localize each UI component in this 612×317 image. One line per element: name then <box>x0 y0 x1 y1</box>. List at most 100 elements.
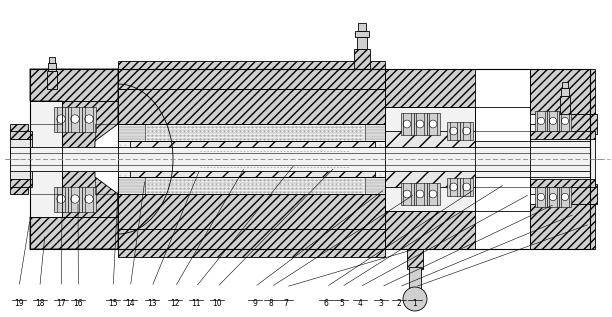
Text: 16: 16 <box>73 299 83 308</box>
Bar <box>400 113 414 135</box>
Circle shape <box>71 115 79 123</box>
Circle shape <box>537 193 545 201</box>
Circle shape <box>57 115 65 123</box>
Bar <box>118 194 385 229</box>
Bar <box>30 217 118 249</box>
Bar <box>30 101 62 217</box>
Bar <box>68 186 82 211</box>
Text: 8: 8 <box>269 299 274 308</box>
Circle shape <box>550 193 556 201</box>
Bar <box>358 23 366 31</box>
Bar <box>409 267 421 289</box>
Circle shape <box>57 195 65 203</box>
Bar <box>118 89 385 124</box>
Bar <box>385 211 475 249</box>
Bar <box>560 96 570 114</box>
Bar <box>54 107 68 132</box>
Polygon shape <box>30 69 118 249</box>
Bar <box>407 249 423 269</box>
Bar <box>559 187 571 207</box>
Bar <box>357 37 367 49</box>
Bar <box>385 107 475 211</box>
Text: 17: 17 <box>56 299 66 308</box>
Text: 11: 11 <box>191 299 201 308</box>
Bar <box>427 113 439 135</box>
Bar <box>530 124 595 194</box>
Circle shape <box>71 195 79 203</box>
Circle shape <box>403 287 427 311</box>
Bar <box>530 69 595 114</box>
Text: 19: 19 <box>14 299 24 308</box>
Text: 4: 4 <box>357 299 362 308</box>
Bar <box>354 49 370 69</box>
Bar <box>145 177 365 194</box>
Text: 5: 5 <box>339 299 344 308</box>
Bar <box>118 141 385 177</box>
Bar <box>561 88 569 96</box>
Bar <box>355 31 369 37</box>
Circle shape <box>85 195 93 203</box>
Text: 13: 13 <box>147 299 157 308</box>
Text: 2: 2 <box>397 299 401 308</box>
Text: 3: 3 <box>379 299 384 308</box>
Bar <box>47 71 57 89</box>
Bar <box>118 229 385 257</box>
Text: 18: 18 <box>35 299 45 308</box>
Text: 10: 10 <box>212 299 222 308</box>
Bar <box>10 147 590 171</box>
Bar <box>530 179 595 187</box>
Bar <box>145 124 365 141</box>
Bar <box>562 184 597 204</box>
Bar <box>447 122 460 140</box>
Bar <box>427 183 439 205</box>
Circle shape <box>403 190 411 198</box>
Bar <box>475 141 590 177</box>
Text: 6: 6 <box>324 299 329 308</box>
Bar <box>547 111 559 131</box>
Bar <box>559 111 571 131</box>
Circle shape <box>85 115 93 123</box>
Circle shape <box>416 120 424 128</box>
Circle shape <box>429 190 437 198</box>
Circle shape <box>537 117 545 125</box>
Circle shape <box>450 183 457 191</box>
Bar <box>535 187 547 207</box>
Bar <box>562 82 568 88</box>
Text: 1: 1 <box>412 299 417 308</box>
Text: 12: 12 <box>170 299 180 308</box>
Bar <box>385 131 475 187</box>
Circle shape <box>463 183 471 191</box>
Circle shape <box>429 120 437 128</box>
Bar <box>118 124 385 141</box>
Bar <box>48 63 56 71</box>
Circle shape <box>416 190 424 198</box>
Bar <box>10 124 28 131</box>
Bar <box>10 187 28 194</box>
Bar <box>400 183 414 205</box>
Bar <box>130 141 375 177</box>
Circle shape <box>403 120 411 128</box>
Bar <box>414 183 427 205</box>
Circle shape <box>561 117 569 125</box>
Bar <box>118 177 385 194</box>
Bar <box>49 57 55 63</box>
Text: 9: 9 <box>252 299 257 308</box>
Bar <box>68 107 82 132</box>
Bar <box>530 204 595 249</box>
Bar <box>547 187 559 207</box>
Circle shape <box>450 127 457 135</box>
Bar <box>10 131 32 139</box>
Text: 15: 15 <box>108 299 118 308</box>
Bar <box>10 139 32 179</box>
Bar <box>82 186 96 211</box>
Bar <box>118 61 385 89</box>
Bar <box>535 111 547 131</box>
Bar <box>562 114 597 134</box>
Bar <box>414 113 427 135</box>
Bar <box>10 179 32 187</box>
Text: 14: 14 <box>125 299 135 308</box>
Circle shape <box>550 117 556 125</box>
Bar <box>54 186 68 211</box>
Bar <box>447 178 460 196</box>
Circle shape <box>561 193 569 201</box>
